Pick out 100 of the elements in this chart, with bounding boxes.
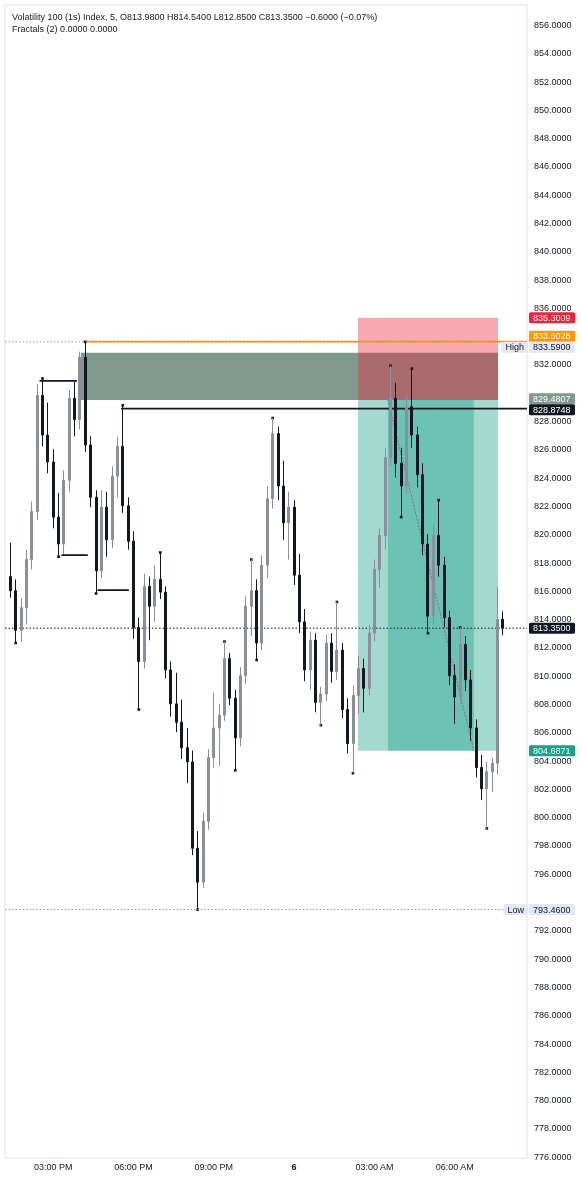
y-tick-label: 824.0000	[534, 472, 572, 483]
candlestick	[68, 389, 71, 493]
candlestick	[378, 527, 381, 589]
candlestick	[469, 669, 472, 742]
candlestick	[169, 660, 172, 718]
y-tick-label: 800.0000	[534, 812, 572, 823]
candlestick	[25, 549, 28, 626]
y-tick-label: 835.3009	[533, 312, 571, 323]
candlestick	[180, 699, 183, 760]
y-tick-label: 786.0000	[534, 1010, 572, 1021]
y-tick-label: 842.0000	[534, 218, 572, 229]
y-tick-label: 836.0000	[534, 302, 572, 313]
y-tick-label: 848.0000	[534, 133, 572, 144]
candlestick	[239, 666, 242, 747]
ref-line-label: 833.5900	[533, 342, 571, 353]
candlestick	[384, 447, 387, 551]
y-tick-label: 804.6871	[533, 745, 571, 756]
y-tick-label: 818.0000	[534, 557, 572, 568]
y-tick-label: 812.0000	[534, 642, 572, 653]
candlestick	[202, 812, 205, 889]
y-tick-label: 832.0000	[534, 359, 572, 370]
candlestick	[443, 556, 446, 628]
y-tick-label: 840.0000	[534, 246, 572, 257]
candlestick	[186, 727, 189, 784]
candlestick	[421, 462, 424, 556]
candlestick	[223, 641, 226, 722]
candlestick	[314, 632, 317, 713]
candlestick	[228, 652, 231, 706]
candlestick	[309, 631, 312, 691]
y-tick-label: 798.0000	[534, 840, 572, 851]
candlestick	[207, 748, 210, 831]
candlestick	[287, 491, 290, 561]
candlestick	[234, 689, 237, 771]
candlestick	[362, 658, 365, 713]
candlestick	[325, 634, 328, 702]
y-tick-label: 810.0000	[534, 670, 572, 681]
ref-line-label: 793.4600	[533, 904, 571, 915]
candlestick	[432, 523, 435, 626]
candlestick	[373, 559, 376, 643]
candlestick	[480, 754, 483, 801]
y-tick-label: 816.0000	[534, 585, 572, 596]
y-tick-label: 838.0000	[534, 274, 572, 285]
candlestick	[277, 426, 280, 501]
candlestick	[453, 663, 456, 725]
x-tick-label: 03:00 AM	[355, 1162, 394, 1173]
candlestick	[266, 485, 269, 579]
candlestick	[46, 402, 49, 474]
y-tick-label: 780.0000	[534, 1095, 572, 1106]
candlestick	[89, 435, 92, 508]
ref-line-label: 813.3500	[533, 623, 571, 634]
y-tick-label: 844.0000	[534, 189, 572, 200]
annotation: Low	[507, 904, 525, 915]
candlestick	[105, 491, 108, 558]
candlestick	[475, 718, 478, 778]
candlestick	[346, 697, 349, 754]
candlestick	[357, 655, 360, 715]
candlestick	[30, 501, 33, 570]
y-tick-label: 846.0000	[534, 161, 572, 172]
annotation: High	[505, 342, 524, 353]
data-label: 828.8748	[533, 404, 571, 415]
candlestick	[143, 573, 146, 670]
y-tick-label: 852.0000	[534, 76, 572, 87]
y-tick-label: 788.0000	[534, 981, 572, 992]
candlestick	[52, 448, 55, 529]
y-tick-label: 784.0000	[534, 1038, 572, 1049]
candlestick	[416, 426, 419, 488]
y-tick-label: 826.0000	[534, 444, 572, 455]
text: Fractals (2) 0.0000 0.0000	[12, 24, 118, 34]
y-tick-label: 828.0000	[534, 416, 572, 427]
candlestick	[111, 465, 114, 549]
y-tick-label: 790.0000	[534, 953, 572, 964]
candlestick	[293, 499, 296, 586]
y-tick-label: 802.0000	[534, 783, 572, 794]
candlestick	[330, 632, 333, 684]
candlestick	[212, 692, 215, 769]
text: Volatility 100 (1s) Index, 5, O813.9800 H814.5400 L812.8500 C813.3500 −0.6000 (−0.07%)	[12, 12, 378, 22]
x-tick-label: 06:00 PM	[114, 1162, 153, 1173]
y-tick-label: 792.0000	[534, 925, 572, 936]
candlestick	[159, 552, 162, 600]
y-tick-label: 804.0000	[534, 755, 572, 766]
candlestick	[153, 564, 156, 623]
y-tick-label: 822.0000	[534, 500, 572, 511]
candlestick	[341, 642, 344, 719]
y-tick-label: 778.0000	[534, 1123, 572, 1134]
candlestick	[244, 595, 247, 685]
x-tick-label: 09:00 PM	[194, 1162, 234, 1173]
y-tick-label: 782.0000	[534, 1066, 572, 1077]
x-tick-label: 03:00 PM	[33, 1162, 73, 1173]
candlestick	[175, 672, 178, 733]
candlestick	[9, 542, 12, 599]
y-tick-label: 806.0000	[534, 727, 572, 738]
candlestick	[368, 624, 371, 696]
y-tick-label: 814.0000	[534, 614, 572, 625]
candlestick	[20, 597, 23, 643]
candlestick	[464, 635, 467, 692]
candlestick	[491, 757, 494, 793]
y-tick-label: 854.0000	[534, 48, 572, 59]
candlestick	[62, 469, 65, 555]
candlestick	[282, 460, 285, 541]
y-tick-label: 796.0000	[534, 868, 572, 879]
